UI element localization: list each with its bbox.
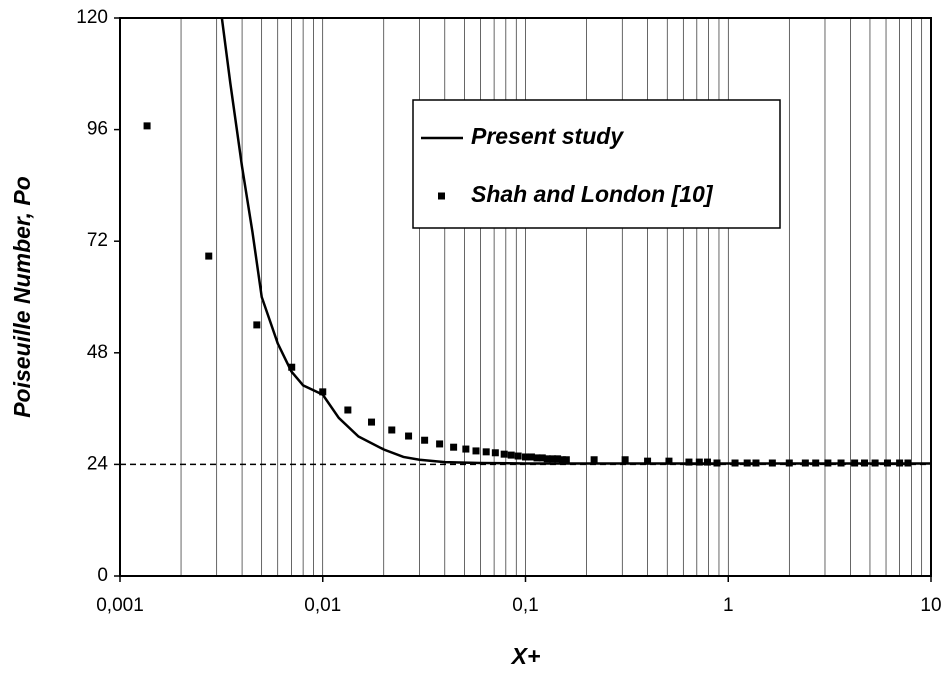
point xyxy=(405,432,413,440)
point xyxy=(812,459,820,467)
point xyxy=(558,456,566,464)
point xyxy=(768,459,776,467)
point xyxy=(344,406,352,414)
point xyxy=(500,450,508,458)
legend-label: Present study xyxy=(471,123,624,149)
point xyxy=(685,458,693,466)
point xyxy=(562,456,570,464)
point xyxy=(253,321,261,329)
line xyxy=(220,18,931,465)
point xyxy=(514,452,522,460)
point xyxy=(388,426,396,434)
point xyxy=(785,459,793,467)
legend-box xyxy=(412,99,781,229)
point xyxy=(288,363,296,371)
point xyxy=(644,457,652,465)
x-tick-label: 10 xyxy=(920,595,941,616)
point xyxy=(665,457,673,465)
y-tick-label: 48 xyxy=(87,342,108,363)
x-tick-label: 0,1 xyxy=(512,595,538,616)
point xyxy=(801,459,809,467)
point xyxy=(731,459,739,467)
point xyxy=(368,418,376,426)
y-tick-label: 72 xyxy=(87,230,108,251)
point xyxy=(590,456,598,464)
point xyxy=(543,455,551,463)
point xyxy=(522,453,529,461)
point xyxy=(472,447,480,455)
point xyxy=(554,455,562,463)
point xyxy=(462,445,470,453)
y-axis-title: Poiseuille Number, Po xyxy=(9,176,35,418)
point xyxy=(205,252,213,260)
x-tick-label: 1 xyxy=(723,595,734,616)
point xyxy=(527,453,535,461)
point xyxy=(896,459,904,467)
point xyxy=(491,449,499,457)
point xyxy=(421,436,429,444)
point xyxy=(507,451,515,459)
point xyxy=(703,458,711,466)
y-tick-label: 96 xyxy=(87,119,108,140)
point xyxy=(871,459,879,467)
point xyxy=(743,459,751,467)
point xyxy=(436,440,444,448)
y-tick-label: 24 xyxy=(87,453,109,474)
plot-frame xyxy=(119,17,932,577)
point xyxy=(851,459,859,467)
point xyxy=(713,459,721,467)
point xyxy=(883,459,891,467)
point xyxy=(752,459,760,467)
point xyxy=(549,455,557,463)
point xyxy=(695,458,703,466)
y-tick-label: 0 xyxy=(97,565,108,586)
point xyxy=(319,388,327,396)
point xyxy=(621,456,629,464)
point xyxy=(861,459,869,467)
point xyxy=(824,459,832,467)
y-tick-label: 120 xyxy=(76,7,108,28)
x-tick-label: 0,01 xyxy=(304,595,341,616)
point xyxy=(533,454,541,462)
point xyxy=(450,443,458,451)
point xyxy=(538,454,546,462)
point xyxy=(482,448,490,456)
point xyxy=(143,122,151,130)
point xyxy=(837,459,845,467)
legend-label: Shah and London [10] xyxy=(471,181,714,207)
x-tick-label: 0,001 xyxy=(96,595,144,616)
point xyxy=(904,459,912,467)
legend-marker xyxy=(438,192,445,200)
x-axis-title: X+ xyxy=(510,643,541,669)
